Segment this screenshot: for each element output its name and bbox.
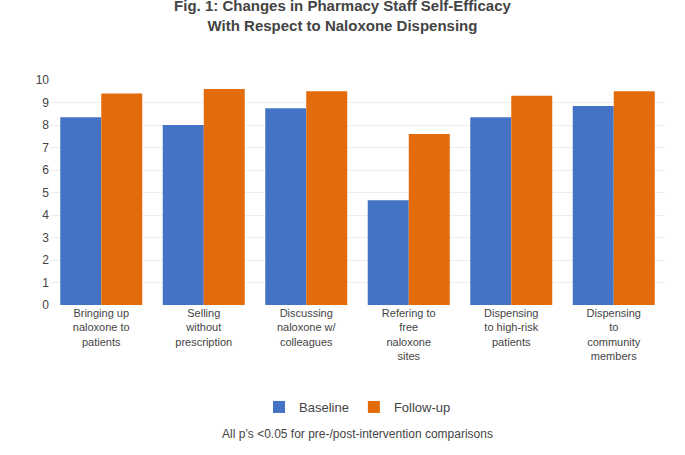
svg-text:5: 5 (42, 186, 49, 200)
svg-text:6: 6 (42, 163, 49, 177)
svg-text:3: 3 (42, 231, 49, 245)
svg-text:Sellingwithoutprescription: Sellingwithoutprescription (175, 307, 232, 348)
svg-text:Follow-up: Follow-up (394, 400, 450, 415)
svg-text:Dispensingto high-riskpatients: Dispensingto high-riskpatients (484, 307, 539, 348)
svg-text:4: 4 (42, 208, 49, 222)
svg-text:7: 7 (42, 141, 49, 155)
svg-text:Fig. 1: Changes in Pharmacy St: Fig. 1: Changes in Pharmacy Staff Self-E… (174, 0, 511, 34)
svg-text:8: 8 (42, 118, 49, 132)
svg-text:10: 10 (36, 73, 50, 87)
svg-text:1: 1 (42, 276, 49, 290)
svg-text:Baseline: Baseline (299, 400, 349, 415)
svg-text:Refering tofreenaloxonesites: Refering tofreenaloxonesites (382, 307, 436, 362)
svg-text:0: 0 (42, 298, 49, 312)
svg-text:Discussingnaloxone w/colleague: Discussingnaloxone w/colleagues (277, 307, 337, 348)
svg-text:2: 2 (42, 253, 49, 267)
svg-text:9: 9 (42, 96, 49, 110)
svg-text:Dispensingtocommunitymembers: Dispensingtocommunitymembers (587, 307, 641, 362)
svg-text:Bringing upnaloxone topatients: Bringing upnaloxone topatients (73, 307, 130, 348)
svg-text:All p’s <0.05 for pre-/post-in: All p’s <0.05 for pre-/post-intervention… (222, 427, 493, 441)
